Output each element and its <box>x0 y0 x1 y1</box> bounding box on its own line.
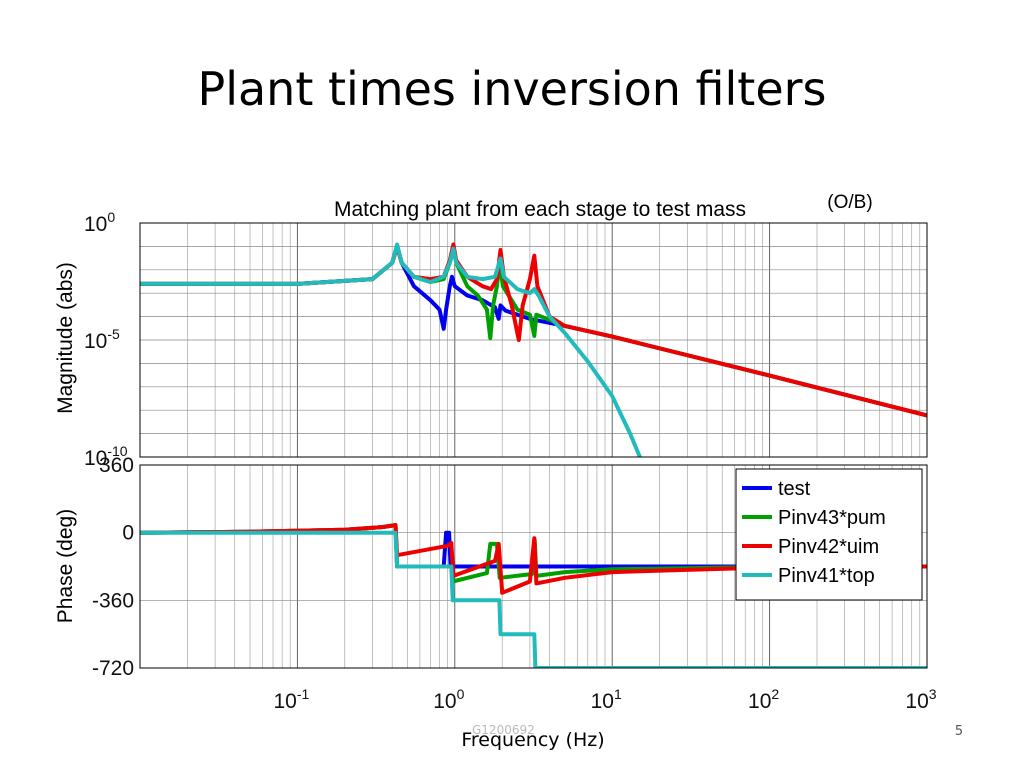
phase-axes-frame <box>139 464 928 669</box>
axes-frame-layer <box>139 222 928 669</box>
legend: test Pinv43*pum Pinv42*uim Pinv41*top <box>735 468 923 601</box>
legend-entry: Pinv42*uim <box>778 536 879 558</box>
magnitude-series-line <box>140 244 927 418</box>
legend-entry: test <box>778 478 811 500</box>
phase-y-tick-label: 360 <box>99 454 134 477</box>
phase-series-line <box>140 530 927 668</box>
x-tick-label: 102 <box>748 686 779 713</box>
x-tick-label: 10-1 <box>273 686 309 713</box>
phase-series-line <box>140 523 927 595</box>
legend-box <box>735 468 923 601</box>
x-tick-label: 101 <box>591 686 622 713</box>
text-layer: Matching plant from each stage to test m… <box>54 192 937 751</box>
x-tick-label: 103 <box>905 686 936 713</box>
document-id: G1200692 <box>472 723 535 737</box>
slide-number: 5 <box>954 724 964 739</box>
phase-y-tick-label: 0 <box>122 522 134 545</box>
magnitude-y-tick-label: 10-5 <box>84 326 120 353</box>
x-tick-label: 100 <box>433 686 464 713</box>
legend-entry: Pinv43*pum <box>778 507 886 529</box>
magnitude-series-line <box>140 242 642 457</box>
series-layer <box>140 242 927 668</box>
phase-y-tick-label: -720 <box>92 657 134 680</box>
magnitude-y-axis-label: Magnitude (abs) <box>54 262 77 414</box>
magnitude-axes-frame <box>139 222 928 458</box>
legend-entry: Pinv41*top <box>778 565 875 587</box>
magnitude-y-tick-label: 10-10 <box>84 443 128 470</box>
slide-title: Plant times inversion filters <box>197 62 827 116</box>
chart-annotation: (O/B) <box>827 192 872 213</box>
chart-title: Matching plant from each stage to test m… <box>334 198 746 221</box>
x-axis-label: Frequency (Hz) <box>461 729 604 751</box>
phase-y-axis-label: Phase (deg) <box>54 509 77 623</box>
magnitude-y-tick-label: 100 <box>84 209 115 236</box>
phase-y-tick-label: -360 <box>92 589 134 612</box>
